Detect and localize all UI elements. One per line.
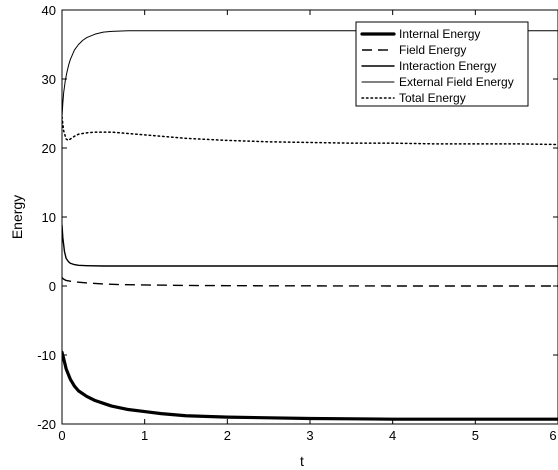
y-tick-label: 30 <box>42 72 56 87</box>
axes-layer: 0 1 2 3 4 5 6 -20 -10 0 10 20 30 40 t Energy <box>9 3 558 469</box>
y-axis-label: Energy <box>9 195 25 239</box>
y-tick-label: -10 <box>37 348 56 363</box>
x-tick-label: 3 <box>306 428 313 443</box>
series-line-interaction-energy <box>62 224 558 267</box>
x-tick-label: 5 <box>472 428 479 443</box>
x-tick-label: 1 <box>141 428 148 443</box>
legend-box <box>355 21 529 107</box>
legend-label-field-energy: Field Energy <box>399 43 466 57</box>
y-tick-label: 20 <box>42 141 56 156</box>
series-line-external-field-energy <box>62 30 558 118</box>
series-layer <box>62 30 558 421</box>
legend-label-total-energy: Total Energy <box>399 91 466 105</box>
y-tick-label: 0 <box>49 279 56 294</box>
series-line-total-energy <box>62 116 558 146</box>
x-tick-label: 2 <box>224 428 231 443</box>
series-line-field-energy <box>62 277 558 287</box>
x-axis-label: t <box>300 453 304 469</box>
y-tick-label: 40 <box>42 3 56 18</box>
x-tick-label: 4 <box>389 428 396 443</box>
y-tick-label: 10 <box>42 210 56 225</box>
x-tick-label: 6 <box>549 428 556 443</box>
legend: Internal Energy Field Energy Interaction E… <box>355 21 529 107</box>
y-tick-label: -20 <box>37 417 56 432</box>
x-tick-label: 0 <box>58 428 65 443</box>
legend-label-internal-energy: Internal Energy <box>399 27 480 41</box>
legend-label-external-field-energy: External Field Energy <box>399 75 514 89</box>
legend-label-interaction-energy: Interaction Energy <box>399 59 496 73</box>
series-line-internal-energy <box>62 350 558 421</box>
